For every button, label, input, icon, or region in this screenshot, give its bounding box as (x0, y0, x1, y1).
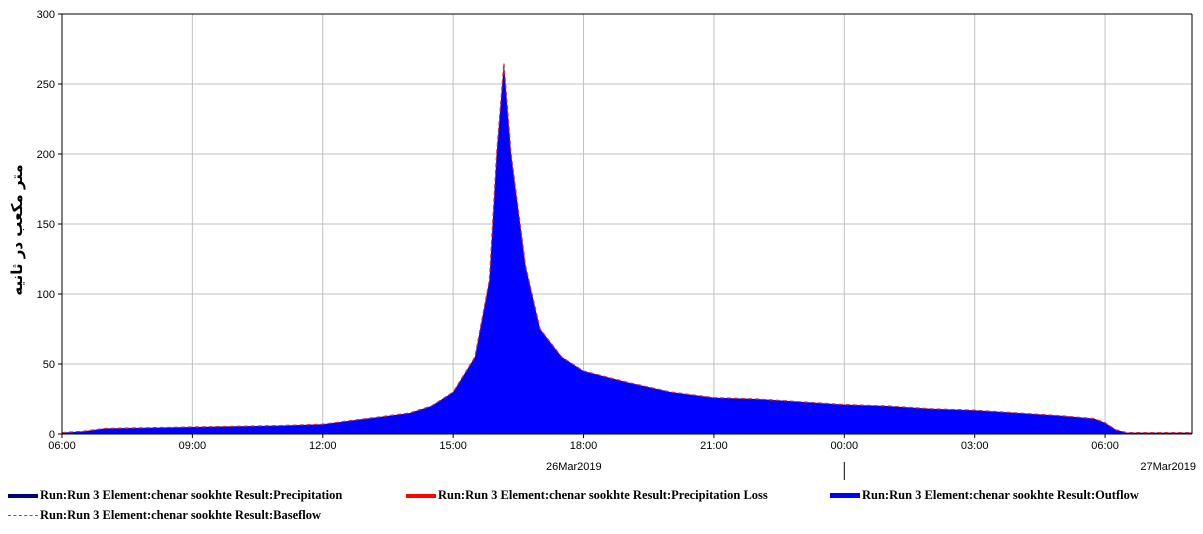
x-tick-label: 03:00 (961, 440, 989, 452)
outflow-area (62, 63, 1192, 434)
legend-item-outflow: Run:Run 3 Element:chenar sookhte Result:… (830, 488, 1139, 503)
legend-swatch-precipitation-loss (406, 493, 436, 498)
y-axis-label: متر مکعب در ثانیه (8, 164, 26, 295)
legend-item-baseflow: Run:Run 3 Element:chenar sookhte Result:… (8, 508, 321, 523)
legend-item-precipitation: Run:Run 3 Element:chenar sookhte Result:… (8, 488, 342, 503)
x-tick-label: 15:00 (439, 440, 467, 452)
y-tick-label: 50 (43, 359, 55, 371)
date-label: 27Mar2019 (1140, 461, 1196, 473)
legend-swatch-baseflow (8, 515, 38, 516)
y-tick-label: 300 (37, 9, 55, 21)
x-tick-label: 18:00 (570, 440, 598, 452)
x-tick-label: 06:00 (48, 440, 76, 452)
x-tick-label: 21:00 (700, 440, 728, 452)
date-label: 26Mar2019 (546, 461, 602, 473)
y-tick-label: 200 (37, 149, 55, 161)
y-tick-label: 250 (37, 79, 55, 91)
y-tick-label: 150 (37, 219, 55, 231)
legend-label-precipitation: Run:Run 3 Element:chenar sookhte Result:… (40, 488, 343, 502)
y-tick-label: 0 (49, 429, 55, 441)
legend-swatch-outflow (830, 493, 860, 498)
y-tick-label: 100 (37, 289, 55, 301)
x-tick-label: 00:00 (831, 440, 859, 452)
legend-label-baseflow: Run:Run 3 Element:chenar sookhte Result:… (40, 508, 322, 522)
x-tick-label: 12:00 (309, 440, 337, 452)
legend-label-precipitation-loss: Run:Run 3 Element:chenar sookhte Result:… (438, 488, 768, 502)
x-tick-label: 06:00 (1091, 440, 1119, 452)
legend-item-precipitation-loss: Run:Run 3 Element:chenar sookhte Result:… (406, 488, 768, 503)
legend-label-outflow: Run:Run 3 Element:chenar sookhte Result:… (862, 488, 1139, 502)
legend-swatch-precipitation (8, 493, 38, 498)
grid-layer (61, 13, 1192, 435)
outflow-area-layer (61, 62, 1192, 434)
x-tick-label: 09:00 (179, 440, 207, 452)
baseflow-line (61, 62, 1192, 434)
axes-layer: 0 50 100 150 200 250 300 06:00 09:00 12:00 15:00 18… (37, 9, 1196, 480)
